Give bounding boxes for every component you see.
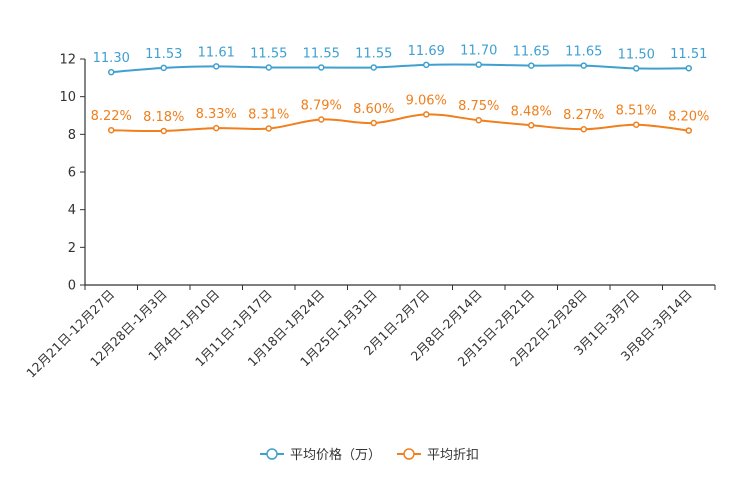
series-2-point	[423, 111, 430, 118]
series-2-data-label: 8.22%	[91, 109, 132, 124]
series-2-point	[160, 127, 167, 135]
series-2-point	[108, 126, 115, 134]
x-tick-label: 12月21日-12月27日	[23, 287, 117, 381]
legend-marker	[403, 448, 415, 460]
series-2-point	[633, 121, 640, 128]
legend-item-1: 平均价格（万）	[260, 447, 381, 463]
series-2-data-label: 8.27%	[563, 108, 604, 123]
series-2-point	[580, 125, 587, 133]
legend: 平均价格（万） 平均折扣	[260, 447, 479, 463]
series-1-data-label: 11.50	[618, 47, 655, 62]
series-1-point	[423, 61, 430, 69]
legend-label: 平均价格（万）	[290, 447, 381, 463]
series-2-point	[475, 116, 482, 124]
series-1-point	[265, 64, 272, 71]
series-2-data-label: 8.20%	[668, 110, 709, 125]
series-1-data-label: 11.55	[303, 46, 340, 61]
series-2-data-label: 8.75%	[458, 99, 499, 114]
series-1-point	[685, 64, 692, 72]
series-1-data-label: 11.69	[408, 44, 445, 59]
series-1-point	[160, 64, 167, 72]
series-1-point	[370, 64, 377, 71]
series-1-data-label: 11.61	[198, 45, 235, 60]
series-2-data-label: 8.33%	[196, 107, 237, 122]
series-2-data-label: 8.51%	[616, 104, 657, 119]
series-2-data-label: 8.60%	[353, 102, 394, 117]
y-tick-label: 4	[68, 203, 76, 218]
series-line-2	[111, 113, 689, 133]
series-2-point	[685, 127, 692, 134]
series-1-point	[108, 68, 115, 76]
series-1-point	[475, 61, 482, 68]
series-2-data-label: 9.06%	[406, 93, 447, 108]
series-1-data-label: 11.55	[355, 46, 392, 61]
series-line-1	[111, 63, 689, 74]
series-2-data-label: 8.48%	[511, 104, 552, 119]
y-tick-label: 6	[68, 166, 76, 181]
series-2-point	[213, 124, 220, 132]
series-1-data-label: 11.65	[513, 45, 550, 60]
y-tick-label: 2	[68, 241, 76, 256]
series-1-data-label: 11.70	[460, 44, 497, 59]
series-1-point	[580, 62, 587, 69]
legend-item-2: 平均折扣	[397, 448, 479, 463]
series-1-data-label: 11.65	[565, 45, 602, 60]
y-tick-label: 12	[59, 53, 76, 68]
series-2-point	[370, 119, 377, 127]
series-1-point	[318, 64, 325, 71]
series-1-point	[528, 62, 535, 69]
y-tick-label: 0	[68, 279, 76, 294]
series-2-point	[265, 125, 272, 132]
data-labels: 11.30 11.53 11.61 11.55 11.55 11.55 11.69 11.70…	[91, 44, 710, 125]
legend-label: 平均折扣	[427, 448, 479, 463]
series-2-point	[528, 122, 535, 129]
series-1-data-label: 11.55	[250, 46, 287, 61]
y-tick-label: 8	[68, 128, 76, 143]
series-2-point	[318, 116, 325, 123]
series-1-data-label: 11.53	[145, 47, 182, 62]
y-tick-label: 10	[59, 90, 76, 105]
series-layer	[108, 61, 692, 135]
series-2-data-label: 8.18%	[143, 110, 184, 125]
series-1-data-label: 11.30	[93, 51, 130, 66]
series-1-point	[633, 65, 640, 72]
series-2-data-label: 8.79%	[301, 98, 342, 113]
series-1-point	[213, 63, 220, 70]
series-2-data-label: 8.31%	[248, 107, 289, 122]
legend-marker	[266, 448, 278, 460]
series-1-data-label: 11.51	[670, 47, 707, 62]
